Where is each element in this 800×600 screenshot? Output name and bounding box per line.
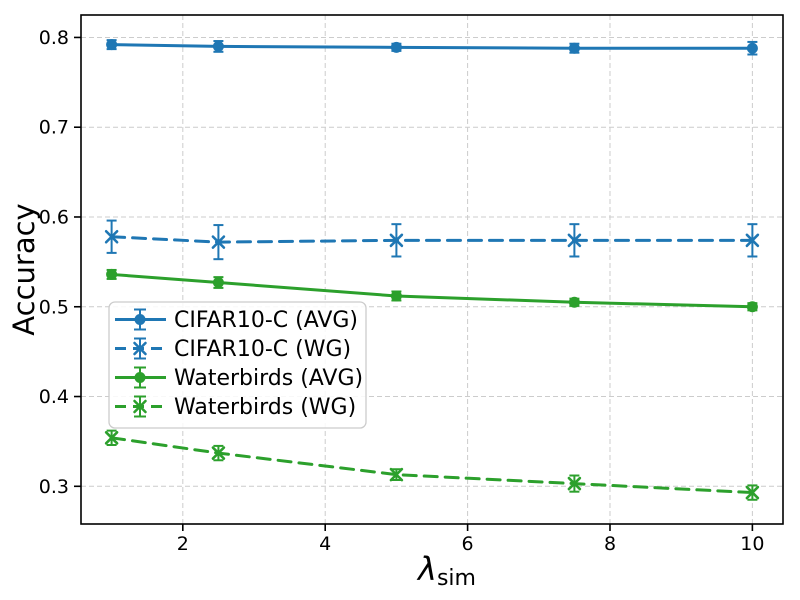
series-cifar10-c-avg: [106, 39, 758, 56]
series-cifar10-c-wg: [104, 219, 760, 261]
legend-item-waterbirds-avg-label: Waterbirds (AVG): [174, 366, 363, 391]
legend-item-cifar10-c-wg: CIFAR10-C (WG): [115, 337, 351, 362]
y-tick-label: 0.7: [39, 117, 69, 139]
y-tick-label: 0.8: [39, 27, 69, 49]
series-waterbirds-wg: [104, 429, 760, 501]
legend-item-waterbirds-wg-marker-x: [133, 399, 147, 414]
axis-ticks: 2 4 6 8 10 0.3 0.4 0.5 0.6 0.7 0.8: [39, 27, 765, 555]
y-axis-label: Accuracy: [7, 203, 41, 335]
series-waterbirds-wg-line: [110, 436, 754, 495]
legend-item-cifar10-c-avg-label: CIFAR10-C (AVG): [174, 308, 358, 333]
legend-item-cifar10-c-avg-marker-circle: [134, 314, 146, 325]
series-cifar10-c-avg-marker-circle: [568, 42, 580, 54]
series-cifar10-c-wg-marker-x: [745, 233, 760, 248]
series-cifar10-c-avg-marker-circle: [212, 40, 224, 52]
legend-item-cifar10-c-wg-marker-x: [133, 341, 147, 356]
legend-item-waterbirds-avg: Waterbirds (AVG): [115, 366, 363, 391]
series-waterbirds-avg-marker-circle: [390, 290, 402, 302]
series-waterbirds-wg-marker-x: [567, 476, 582, 491]
x-tick-label: 10: [740, 533, 764, 555]
series-waterbirds-avg-marker-circle: [212, 277, 224, 289]
axes-spines: [80, 14, 784, 525]
series-cifar10-c-avg-marker-circle: [106, 39, 118, 51]
x-tick-label: 8: [604, 533, 616, 555]
legend-item-waterbirds-avg-marker-circle: [134, 372, 146, 383]
series-waterbirds-avg-marker-circle: [106, 268, 118, 280]
series-cifar10-c-wg-marker-x: [104, 229, 119, 244]
series-waterbirds-wg-marker-x: [104, 431, 119, 445]
series-cifar10-c-avg-marker-circle: [390, 41, 402, 53]
x-tick-label: 4: [319, 533, 331, 555]
series-waterbirds-wg-marker-x: [389, 467, 404, 482]
series-waterbirds-avg-marker-circle: [568, 296, 580, 308]
y-tick-label: 0.3: [39, 476, 69, 498]
series-cifar10-c-wg-marker-x: [567, 233, 582, 248]
x-axis-label-subscript: sim: [437, 566, 476, 591]
y-tick-label: 0.4: [39, 386, 69, 408]
series-cifar10-c-wg-marker-x: [389, 233, 404, 248]
series-waterbirds-avg: [106, 268, 758, 313]
x-tick-label: 2: [177, 533, 189, 555]
series-waterbirds-avg-marker-circle: [746, 301, 758, 313]
y-tick-label: 0.5: [39, 296, 69, 318]
legend-item-waterbirds-wg: Waterbirds (WG): [115, 395, 356, 420]
series-waterbirds-wg-marker-x: [745, 485, 760, 500]
series-waterbirds-wg-marker-x: [211, 446, 226, 460]
y-tick-label: 0.6: [39, 206, 69, 228]
legend-box: [108, 301, 367, 429]
legend: CIFAR10-C (AVG) CIFAR10-C (WG) Waterbirds …: [108, 301, 367, 429]
series-cifar10-c-wg-line: [110, 235, 754, 244]
legend-item-waterbirds-wg-label: Waterbirds (WG): [174, 395, 356, 420]
legend-item-cifar10-c-wg-label: CIFAR10-C (WG): [174, 337, 351, 362]
series-cifar10-c-avg-marker-circle: [746, 42, 758, 54]
x-tick-label: 6: [462, 533, 474, 555]
x-axis-label: λsim: [416, 550, 476, 591]
legend-item-cifar10-c-avg: CIFAR10-C (AVG): [115, 308, 358, 333]
series-cifar10-c-avg-line: [110, 43, 754, 50]
series-cifar10-c-wg-marker-x: [211, 235, 226, 249]
x-axis-label-symbol: λ: [416, 550, 437, 588]
